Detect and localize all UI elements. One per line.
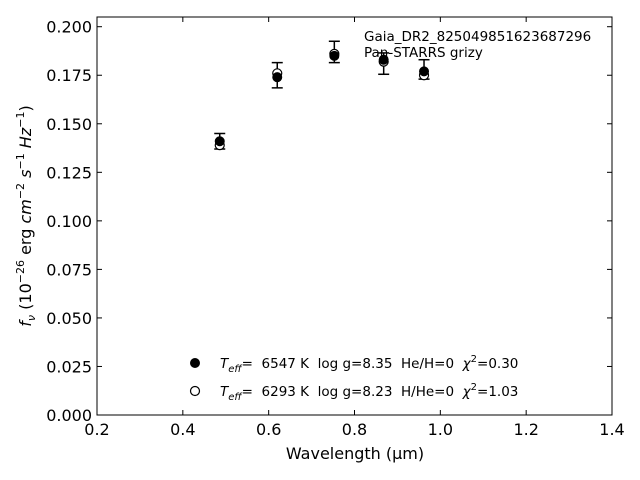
y-tick-label: 0.125 xyxy=(46,163,92,182)
x-axis-label: Wavelength (μm) xyxy=(286,444,424,463)
survey-annotation: Pan-STARRS grizy xyxy=(364,45,483,61)
x-tick-label: 0.8 xyxy=(342,420,367,439)
legend-entry-2: Teff= 6293 K log g=8.23 H/He=0 χ2=1.03 xyxy=(220,382,518,403)
model-point-filled xyxy=(329,50,340,61)
x-tick-label: 1.0 xyxy=(428,420,453,439)
target-name-annotation: Gaia_DR2_825049851623687296 xyxy=(364,29,591,45)
x-tick-label: 0.4 xyxy=(170,420,195,439)
x-tick-label: 1.2 xyxy=(513,420,538,439)
model-point-filled xyxy=(214,136,225,147)
x-tick-label: 0.2 xyxy=(84,420,109,439)
legend-open-marker xyxy=(189,385,201,397)
model-point-filled xyxy=(378,54,389,65)
legend-filled-marker xyxy=(190,358,200,368)
y-tick-label: 0.100 xyxy=(46,212,92,231)
legend-entry-1: Teff= 6547 K log g=8.35 He/H=0 χ2=0.30 xyxy=(220,354,518,375)
x-tick-label: 0.6 xyxy=(256,420,281,439)
y-tick-label: 0.075 xyxy=(46,260,92,279)
y-tick-label: 0.150 xyxy=(46,115,92,134)
y-tick-label: 0.025 xyxy=(46,357,92,376)
y-tick-label: 0.000 xyxy=(46,406,92,425)
x-tick-label: 1.4 xyxy=(599,420,624,439)
y-axis-label: fν (10−26 erg cm−2 s−1 Hz−1) xyxy=(14,105,38,326)
model-point-filled xyxy=(419,66,430,77)
legend: Teff= 6547 K log g=8.35 He/H=0 χ2=0.30 T… xyxy=(189,354,518,403)
y-tick-label: 0.050 xyxy=(46,309,92,328)
y-tick-label: 0.200 xyxy=(46,18,92,37)
y-tick-label: 0.175 xyxy=(46,66,92,85)
model-point-filled xyxy=(272,72,283,83)
